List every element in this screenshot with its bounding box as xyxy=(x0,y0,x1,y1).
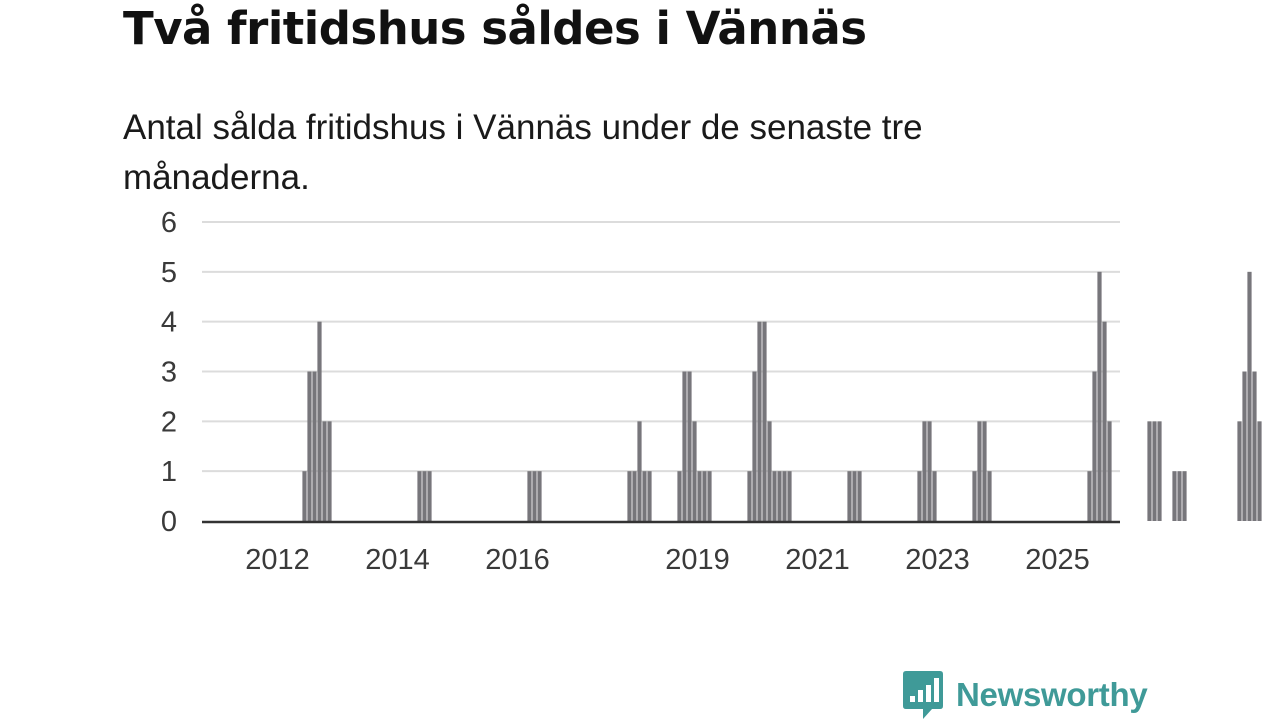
bar xyxy=(927,421,932,521)
bar xyxy=(532,471,537,521)
bar xyxy=(847,471,852,521)
bar xyxy=(692,421,697,521)
bar xyxy=(307,371,312,521)
bar xyxy=(1247,271,1252,521)
y-tick-label: 6 xyxy=(161,207,177,239)
bar xyxy=(767,421,772,521)
chart-title: Två fritidshus såldes i Vännäs xyxy=(123,2,867,55)
x-tick-label: 2021 xyxy=(785,544,850,576)
bar xyxy=(1257,421,1262,521)
y-tick-label: 5 xyxy=(161,257,177,289)
y-tick-label: 1 xyxy=(161,456,177,488)
bar xyxy=(1107,421,1112,521)
bar xyxy=(1147,421,1152,521)
x-tick-label: 2012 xyxy=(245,544,310,576)
bar xyxy=(772,471,777,521)
gridlines xyxy=(202,221,1120,473)
bar xyxy=(702,471,707,521)
x-tick-label: 2025 xyxy=(1025,544,1090,576)
bar xyxy=(317,321,322,521)
y-tick-label: 4 xyxy=(161,307,177,339)
bar xyxy=(1157,421,1162,521)
bar xyxy=(627,471,632,521)
y-tick-label: 3 xyxy=(161,357,177,389)
bar xyxy=(777,471,782,521)
bar xyxy=(537,471,542,521)
bar xyxy=(687,371,692,521)
bar xyxy=(982,421,987,521)
bar xyxy=(697,471,702,521)
bar xyxy=(1237,421,1242,521)
x-tick-label: 2023 xyxy=(905,544,970,576)
bar xyxy=(1242,371,1247,521)
bar xyxy=(632,471,637,521)
bar xyxy=(302,471,307,521)
bar xyxy=(987,471,992,521)
bar xyxy=(707,471,712,521)
bar xyxy=(1182,471,1187,521)
bar xyxy=(422,471,427,521)
bar xyxy=(647,471,652,521)
brand-logo: Newsworthy xyxy=(902,670,1148,720)
bar xyxy=(1177,471,1182,521)
bar xyxy=(1252,371,1257,521)
bar xyxy=(682,371,687,521)
bar xyxy=(857,471,862,521)
bar xyxy=(752,371,757,521)
bar xyxy=(527,471,532,521)
x-tick-label: 2016 xyxy=(485,544,550,576)
bar xyxy=(322,421,327,521)
brand-name: Newsworthy xyxy=(956,676,1148,713)
bar xyxy=(1172,471,1177,521)
bar xyxy=(932,471,937,521)
bar xyxy=(642,471,647,521)
bar xyxy=(977,421,982,521)
bar xyxy=(417,471,422,521)
bar xyxy=(1092,371,1097,521)
bar xyxy=(762,321,767,521)
bar xyxy=(787,471,792,521)
bar xyxy=(637,421,642,521)
x-axis-tick-labels: 2012 2014 2016 2019 2021 2023 2025 xyxy=(245,544,1090,576)
y-tick-label: 2 xyxy=(161,406,177,438)
y-tick-label: 0 xyxy=(161,506,177,538)
bars xyxy=(302,271,1262,521)
bar xyxy=(917,471,922,521)
bar xyxy=(782,471,787,521)
bar xyxy=(1097,271,1102,521)
x-tick-label: 2019 xyxy=(665,544,730,576)
bar xyxy=(312,371,317,521)
bar xyxy=(757,321,762,521)
bar xyxy=(972,471,977,521)
newsworthy-logo-icon xyxy=(903,671,943,719)
y-axis-tick-labels: 0 1 2 3 4 5 6 xyxy=(161,207,177,538)
bar xyxy=(1102,321,1107,521)
bar xyxy=(1152,421,1157,521)
bar xyxy=(677,471,682,521)
x-tick-label: 2014 xyxy=(365,544,430,576)
bar xyxy=(922,421,927,521)
chart-subtitle: Antal sålda fritidshus i Vännäs under de… xyxy=(123,108,923,197)
bar xyxy=(1087,471,1092,521)
bar xyxy=(327,421,332,521)
bar xyxy=(852,471,857,521)
bar xyxy=(427,471,432,521)
bar xyxy=(747,471,752,521)
